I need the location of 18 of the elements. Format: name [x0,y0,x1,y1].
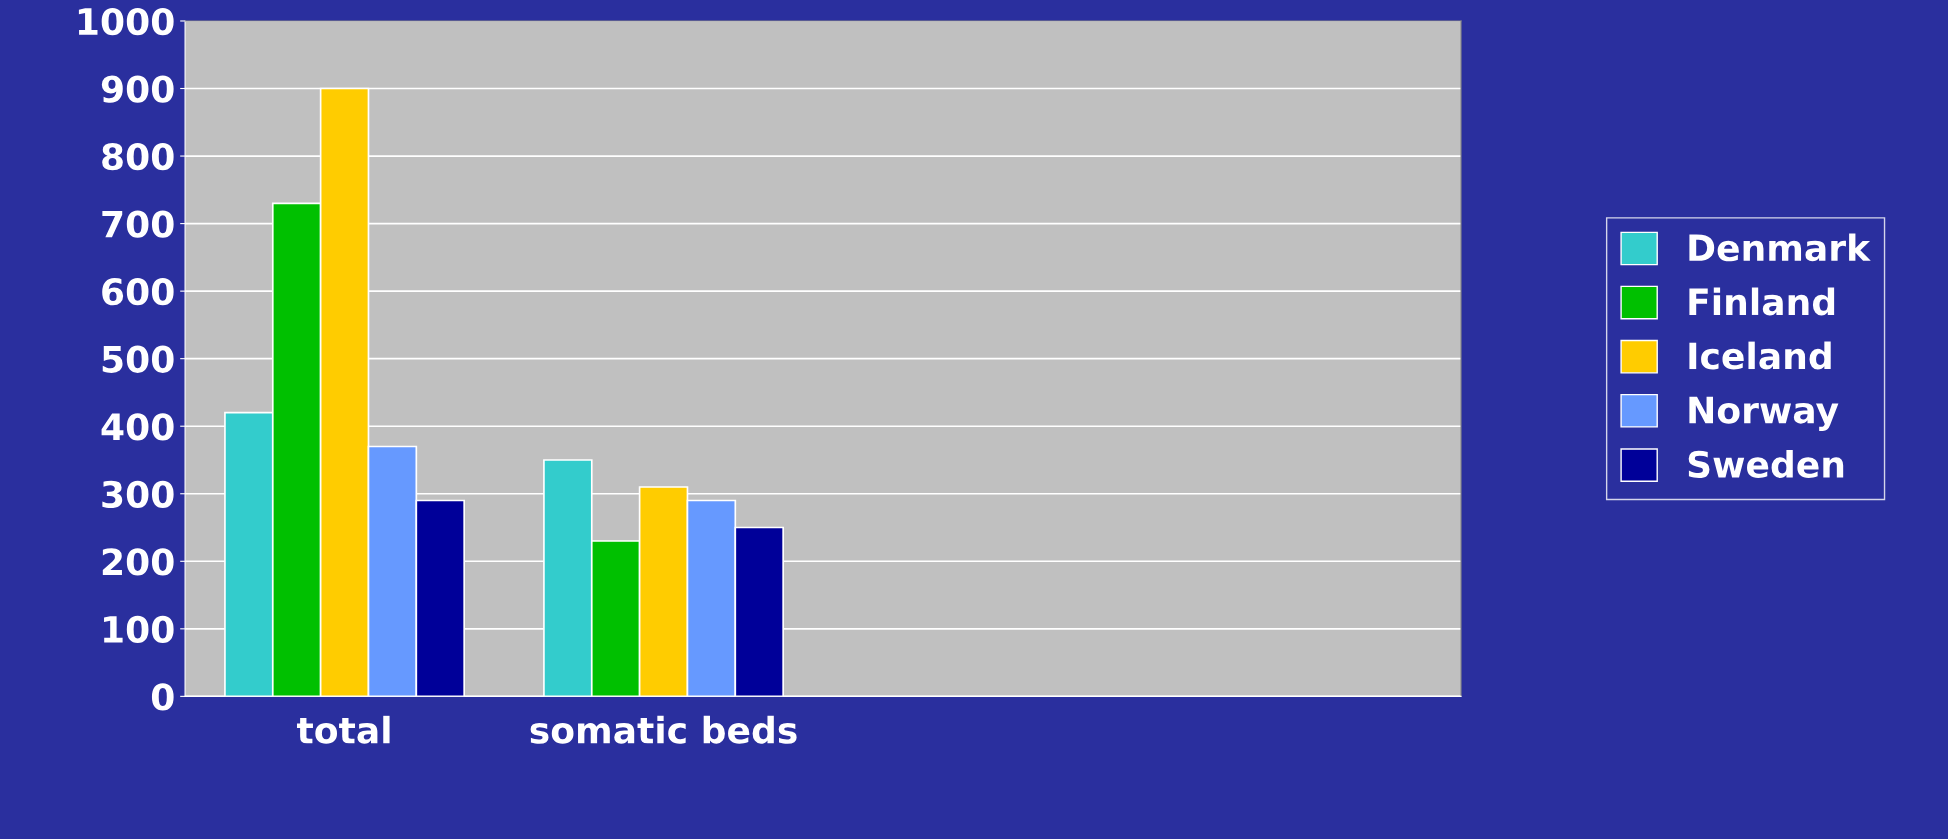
y-tick-label: 300 [102,480,174,508]
y-tick-label: 200 [102,548,174,576]
legend-label: Norway [1689,396,1839,431]
y-tick-label: 500 [102,345,174,373]
legend-label: Iceland [1689,341,1831,370]
x-tick-label: total [296,715,390,744]
y-tick-label: 400 [101,413,174,441]
y-tick-label: 800 [102,142,174,171]
x-tick-label: somatic beds [530,715,797,744]
y-tick-label: 0 [151,683,174,711]
y-tick-label: 100 [104,615,174,644]
y-tick-label: 1000 [78,7,174,36]
y-tick-label: 600 [102,278,174,306]
legend-label: Sweden [1688,450,1844,479]
legend-label: Denmark [1689,233,1871,262]
y-tick-label: 900 [101,75,174,103]
y-tick-label: 700 [102,210,174,238]
legend-label: Finland [1689,287,1835,316]
